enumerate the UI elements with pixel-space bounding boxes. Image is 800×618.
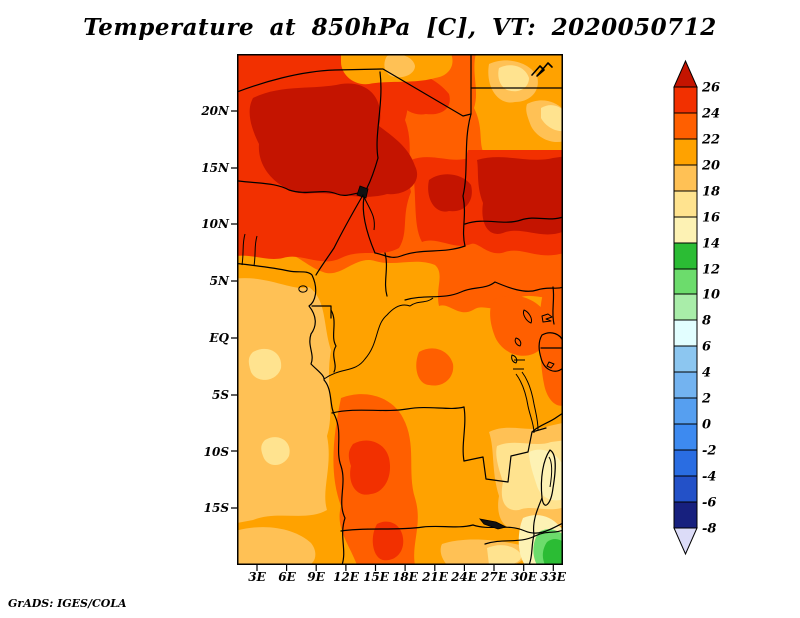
border-nigeria-cameroon — [315, 194, 364, 276]
border-angola-drc — [331, 406, 465, 414]
colorbar-tick-label: -6 — [702, 496, 716, 511]
lon-label: 18E — [392, 570, 418, 584]
colorbar-tick-label: 4 — [702, 366, 711, 381]
lon-label: 27E — [481, 570, 507, 584]
border-uganda-kenya — [552, 286, 555, 325]
colorbar-tick-label: 2 — [701, 392, 711, 407]
lake-kariba — [479, 518, 508, 530]
border-zambia-zimbabwe — [472, 522, 563, 534]
lat-label: 15N — [201, 161, 229, 175]
lake-malawi — [548, 456, 553, 488]
lat-label: EQ — [209, 331, 229, 345]
border-rio-muni — [311, 305, 332, 319]
colorbar-tick-label: 8 — [702, 314, 711, 329]
lon-label: 33E — [540, 570, 566, 584]
border-niger-nigeria — [237, 180, 363, 196]
lat-ticks — [231, 110, 237, 509]
colorbar-tick-label: 0 — [702, 418, 711, 433]
malawi-outline — [540, 449, 556, 506]
lon-label: 30E — [511, 570, 537, 584]
country-borders — [237, 54, 563, 565]
colorbar-tick-label: 14 — [702, 237, 720, 252]
zambezi-river — [484, 529, 563, 545]
colorbar-tick-label: 16 — [702, 211, 720, 226]
lat-label: 15S — [203, 501, 229, 515]
lat-label: 10N — [201, 217, 229, 231]
lake-victoria-island — [546, 361, 555, 369]
colorbar-tick-label: 26 — [701, 81, 720, 96]
colorbar: 26 24 22 20 18 16 14 12 10 8 6 4 2 0 -2 … — [673, 59, 720, 556]
colorbar-arrow-bottom — [673, 527, 698, 556]
border-angola-namibia — [340, 524, 474, 532]
border-car-drc — [404, 281, 563, 301]
axis-ticks — [231, 110, 554, 571]
colorbar-tick-label: 18 — [702, 185, 720, 200]
border-algeria-libya-niger — [237, 68, 472, 117]
lon-label: 12E — [333, 570, 359, 584]
lat-label: 5N — [209, 274, 229, 288]
border-mozambique-zimbabwe — [528, 497, 543, 565]
lake-kyoga — [541, 313, 553, 323]
lon-label: 15E — [363, 570, 389, 584]
lake-tanganyika-west — [515, 373, 535, 434]
map-title: Temperature at 850hPa [C], VT: 202005071… — [83, 14, 717, 41]
lake-edward — [514, 337, 522, 347]
lon-label: 6E — [278, 570, 296, 584]
map-frame — [237, 54, 563, 565]
border-rwanda-burundi — [513, 359, 525, 370]
border-sudan-southsudan — [464, 216, 563, 225]
temperature-map — [231, 54, 563, 571]
chari-river — [363, 196, 375, 231]
lon-label: 24E — [451, 570, 477, 584]
lake-chad — [356, 185, 369, 199]
grads-credit: GrADS: IGES/COLA — [8, 597, 127, 610]
lon-label: 21E — [422, 570, 448, 584]
colorbar-tick-label: 20 — [701, 159, 720, 174]
colorbar-tick-label: 24 — [701, 107, 720, 122]
lon-label: 9E — [307, 570, 325, 584]
lake-kivu — [511, 354, 518, 364]
bioko-island — [298, 285, 308, 293]
lon-label: 3E — [248, 570, 266, 584]
colorbar-tick-label: -8 — [702, 522, 716, 537]
temperature-field — [237, 54, 563, 565]
border-niger-chad — [366, 71, 382, 189]
lake-albert — [523, 309, 532, 324]
colorbar-tick-label: 12 — [702, 263, 720, 278]
colorbar-tick-label: -4 — [702, 470, 716, 485]
lake-nasser — [531, 62, 553, 77]
border-car-cameroon — [384, 252, 388, 297]
border-cameroon-chad — [362, 196, 376, 254]
border-gabon-congo — [330, 309, 337, 373]
colorbar-arrow-top — [673, 59, 698, 88]
colorbar-tick-label: 10 — [702, 288, 720, 303]
lat-label: 20N — [201, 104, 229, 118]
border-drc-zambia-pedicle — [463, 427, 547, 483]
lat-label: 10S — [203, 445, 229, 459]
lon-ticks — [256, 565, 554, 571]
border-chad-car — [374, 245, 466, 258]
border-angola-zambia — [462, 406, 466, 462]
lat-label: 5S — [211, 388, 229, 402]
lake-tanganyika-east — [521, 371, 539, 431]
coastline-west-africa — [237, 262, 346, 565]
colorbar-tick-label: 22 — [701, 133, 720, 148]
lake-victoria — [538, 332, 563, 372]
border-togo-benin — [241, 233, 258, 267]
border-zambia-tanzania — [531, 412, 563, 433]
border-chad-sudan — [462, 113, 472, 247]
colorbar-tick-label: 6 — [702, 340, 711, 355]
congo-river — [323, 297, 434, 380]
colorbar-tick-label: -2 — [702, 444, 716, 459]
